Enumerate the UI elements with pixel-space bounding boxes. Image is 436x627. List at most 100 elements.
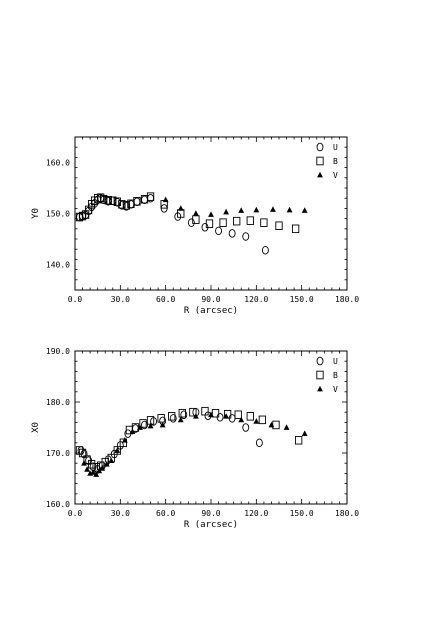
points-x0 [75, 406, 308, 477]
legend-marker-b [316, 370, 324, 380]
data-point-b [275, 221, 283, 230]
data-point-b [113, 446, 121, 455]
data-point-u [242, 232, 250, 241]
y-axis-label-x0: X0 [31, 422, 41, 433]
x-tick-label: 150.0 [290, 295, 314, 304]
data-point-u [228, 229, 236, 238]
legend-x0: UBV [316, 356, 338, 394]
x-tick-label: 150.0 [290, 509, 314, 518]
data-point-v [286, 206, 293, 213]
data-point-v [253, 206, 260, 213]
data-point-u [187, 218, 195, 227]
data-point-b [100, 194, 108, 204]
legend-label-b: B [333, 157, 338, 166]
data-point-b [246, 216, 254, 225]
data-point-b [234, 410, 242, 420]
data-point-b [146, 192, 155, 201]
data-point-b [113, 197, 121, 207]
data-point-v [162, 196, 169, 203]
data-point-v [283, 424, 290, 430]
x-tick-label: 180.0 [335, 295, 359, 304]
x-tick-label: 60.0 [156, 509, 175, 518]
data-point-u [133, 197, 141, 207]
y-tick-label: 180.0 [46, 398, 70, 407]
data-point-b [168, 412, 176, 421]
data-point-u [242, 423, 250, 432]
x-tick-label: 30.0 [111, 295, 130, 304]
data-point-b [205, 219, 214, 228]
data-point-b [139, 419, 147, 428]
data-point-v [253, 418, 260, 424]
data-point-b [189, 407, 197, 417]
data-point-v [84, 466, 90, 472]
data-point-b [201, 406, 209, 416]
data-point-b [246, 412, 254, 421]
data-point-u [255, 438, 263, 448]
data-point-v [108, 457, 115, 464]
x-tick-label: 60.0 [156, 295, 175, 304]
data-point-b [260, 218, 268, 227]
data-point-v [81, 460, 87, 466]
y-tick-label: 160.0 [46, 500, 70, 509]
ticks-y0: 0.0 30.0 60.0 90.0 120.0 150.0 180.0 140.0 150.0… [46, 136, 359, 304]
data-point-b [272, 420, 280, 430]
data-point-u [261, 245, 269, 255]
x-tick-label: 120.0 [244, 509, 268, 518]
data-point-v [159, 421, 166, 428]
data-point-u [141, 420, 148, 430]
data-point-b [78, 448, 87, 458]
data-point-v [99, 465, 106, 471]
y-tick-label: 170.0 [46, 449, 70, 458]
data-point-u [169, 414, 177, 423]
data-point-b [122, 201, 131, 210]
data-point-v [129, 428, 136, 434]
data-point-v [147, 422, 154, 429]
data-point-v [177, 205, 184, 211]
data-point-b [133, 197, 141, 206]
legend-label-u: U [333, 357, 338, 366]
y-tick-label: 190.0 [46, 347, 70, 356]
data-point-v [192, 413, 199, 419]
y-tick-label: 150.0 [46, 210, 70, 219]
data-point-v [301, 207, 308, 213]
data-point-v [208, 211, 214, 217]
x-axis-label-x0: R (arcsec) [184, 520, 238, 530]
x-tick-label: 180.0 [335, 509, 359, 518]
y-tick-label: 140.0 [46, 261, 70, 270]
legend-y0: UBV [316, 142, 338, 180]
data-point-v [96, 467, 103, 474]
data-point-v [238, 207, 245, 213]
data-point-v [238, 416, 245, 423]
data-point-v [301, 430, 308, 437]
legend-marker-u [316, 142, 324, 152]
data-point-b [87, 459, 96, 469]
legend-marker-v [317, 385, 323, 392]
data-point-b [258, 415, 267, 425]
data-point-v [192, 210, 199, 216]
x-axis-label-y0: R (arcsec) [184, 306, 238, 316]
legend-marker-b [316, 156, 324, 166]
legend-label-b: B [333, 371, 338, 380]
data-point-b [92, 463, 100, 472]
data-point-b [109, 196, 117, 205]
ticks-x0: 0.0 30.0 60.0 90.0 120.0 150.0 180.0 160.0 170.0… [46, 347, 359, 518]
data-point-b [233, 216, 241, 226]
data-point-u [180, 410, 188, 420]
data-point-v [270, 206, 276, 212]
data-point-b [157, 414, 165, 423]
panel-x0: R (arcsec) X0 0.0 30.0 60.0 90.0 120.0 150.0 1… [31, 347, 359, 530]
panel-y0: R (arcsec) Y0 0.0 30.0 60.0 90.0 120.0 150.0 1… [31, 136, 359, 316]
data-point-v [268, 421, 275, 428]
data-point-b [104, 195, 112, 205]
data-point-v [177, 416, 184, 423]
data-point-u [215, 226, 223, 236]
data-point-v [114, 447, 121, 453]
data-point-b [219, 218, 227, 227]
data-point-b [294, 436, 303, 445]
x-tick-label: 0.0 [68, 295, 83, 304]
data-point-v [121, 437, 128, 443]
data-point-v [93, 471, 100, 477]
x-tick-label: 120.0 [244, 295, 268, 304]
plot-frame-x0 [74, 350, 348, 505]
